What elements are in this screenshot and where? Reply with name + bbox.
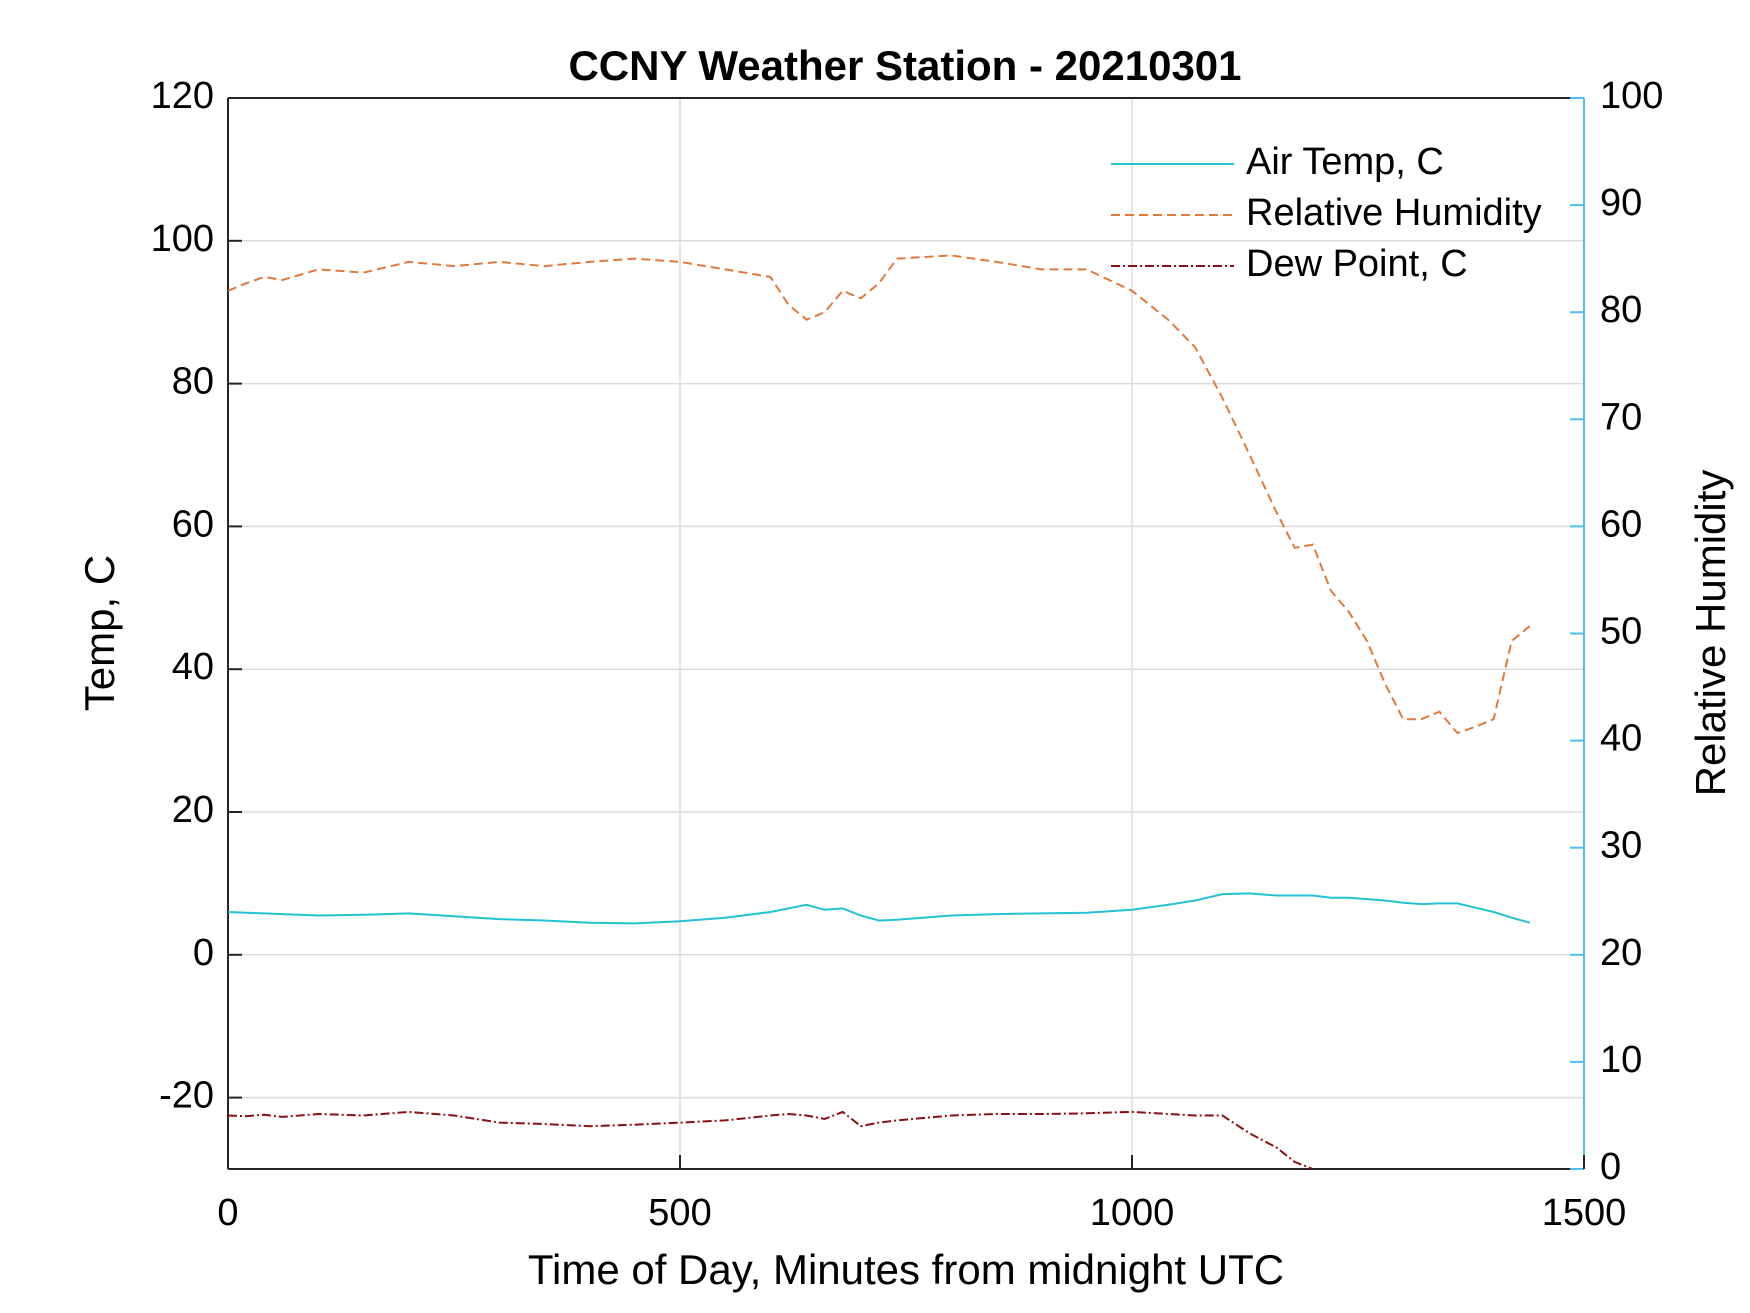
y-tick-label: -20: [159, 1075, 214, 1117]
x-tick-label: 500: [648, 1192, 711, 1234]
y2-tick-label: 10: [1600, 1039, 1642, 1081]
y2-tick-label: 30: [1600, 825, 1642, 867]
chart-title: CCNY Weather Station - 20210301: [568, 42, 1241, 89]
x-tick-label: 1000: [1090, 1192, 1175, 1234]
y2-axis-label: Relative Humidity: [1687, 470, 1734, 797]
y-tick-label: 0: [193, 932, 214, 974]
x-tick-label: 1500: [1542, 1192, 1627, 1234]
y2-tick-label: 80: [1600, 289, 1642, 331]
y-tick-label: 60: [172, 503, 214, 545]
series-line: [228, 892, 1531, 925]
series-line: [228, 1110, 1314, 1169]
legend-label: Relative Humidity: [1246, 192, 1542, 234]
y2-tick-label: 50: [1600, 611, 1642, 653]
legend-label: Air Temp, C: [1246, 141, 1444, 183]
y-axis-label: Temp, C: [76, 555, 123, 711]
y-tick-label: 20: [172, 789, 214, 831]
y2-tick-label: 70: [1600, 396, 1642, 438]
y-tick-label: 100: [151, 218, 214, 260]
series-line: [228, 254, 1531, 735]
y-tick-label: 120: [151, 75, 214, 117]
y2-tick-label: 60: [1600, 503, 1642, 545]
plot-area: [228, 254, 1531, 1169]
y2-tick-label: 100: [1600, 75, 1663, 117]
y2-tick-label: 0: [1600, 1146, 1621, 1188]
x-tick-label: 0: [217, 1192, 238, 1234]
y-tick-label: 40: [172, 646, 214, 688]
x-axis-label: Time of Day, Minutes from midnight UTC: [528, 1246, 1284, 1293]
y2-tick-label: 40: [1600, 718, 1642, 760]
y-tick-label: 80: [172, 361, 214, 403]
y2-tick-label: 90: [1600, 182, 1642, 224]
legend-label: Dew Point, C: [1246, 243, 1468, 285]
y2-tick-label: 20: [1600, 932, 1642, 974]
